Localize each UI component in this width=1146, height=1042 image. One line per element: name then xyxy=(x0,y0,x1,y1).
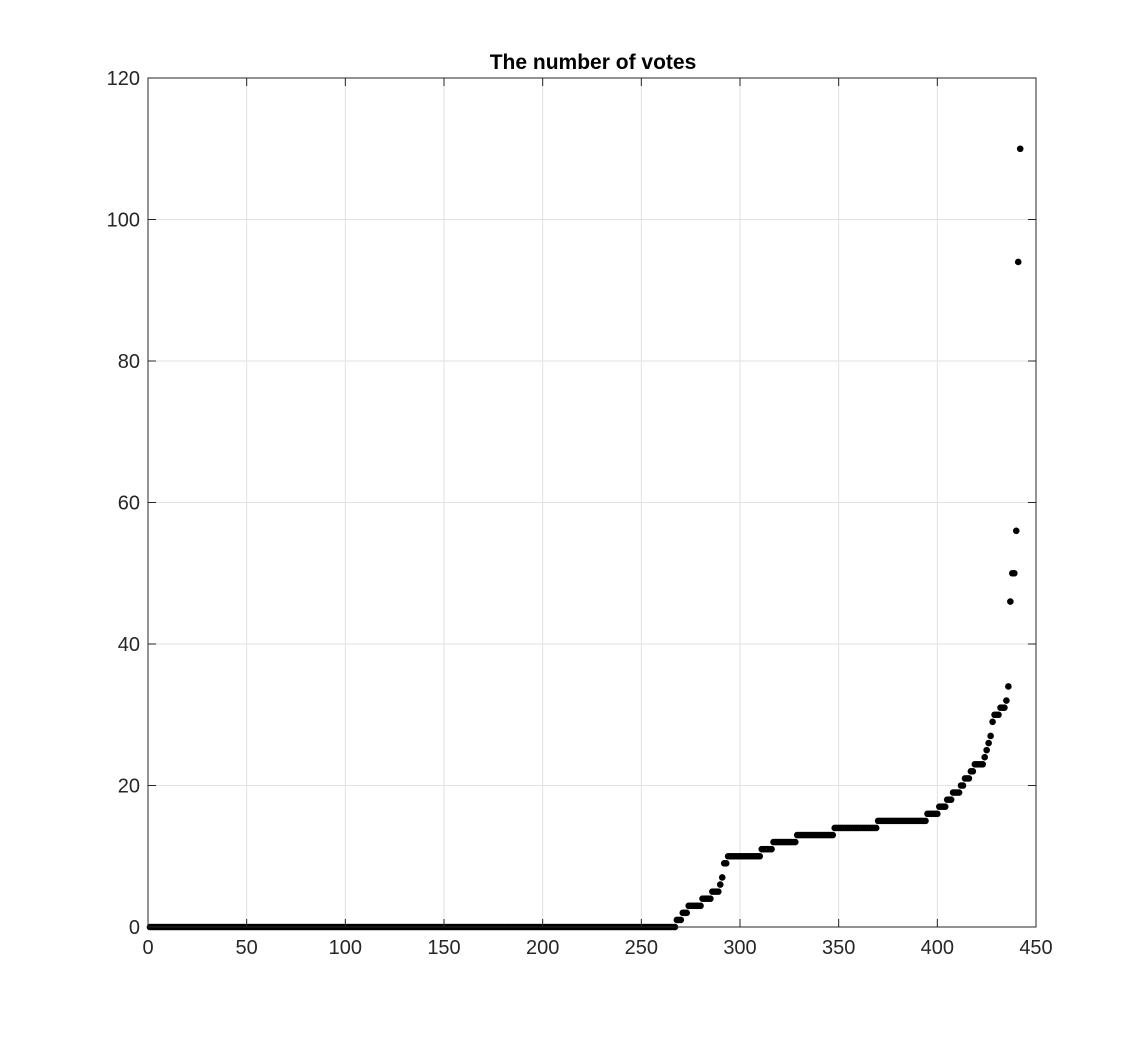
data-point xyxy=(707,895,714,902)
tick-labels: 0 50 100 150 200 250 300 350 400 450 0 20 40 60 80 100 1… xyxy=(107,68,1053,959)
x-tick-label: 0 xyxy=(142,937,153,959)
y-tick-label: 80 xyxy=(118,351,140,373)
chart-title: The number of votes xyxy=(490,51,697,74)
y-tick-label: 20 xyxy=(118,776,140,798)
data-point xyxy=(955,789,963,796)
data-point xyxy=(934,810,941,818)
data-point xyxy=(716,881,724,888)
x-tick-label: 250 xyxy=(625,937,658,959)
x-tick-label: 150 xyxy=(427,937,460,959)
data-point xyxy=(1014,258,1022,266)
x-tick-label: 450 xyxy=(1019,937,1052,959)
x-tick-label: 50 xyxy=(236,937,258,959)
data-point xyxy=(987,732,994,740)
data-point xyxy=(947,796,955,803)
data-point xyxy=(981,753,988,761)
y-tick-label: 40 xyxy=(118,634,140,656)
y-tick-label: 0 xyxy=(129,917,140,939)
data-point xyxy=(718,874,726,881)
data-point xyxy=(756,852,764,860)
data-point xyxy=(941,803,949,811)
data-point xyxy=(1005,683,1012,690)
y-tick-label: 60 xyxy=(118,493,140,515)
x-tick-label: 350 xyxy=(822,937,855,959)
data-point xyxy=(872,824,880,832)
data-point xyxy=(714,888,722,895)
data-point xyxy=(989,718,996,726)
y-tick-label: 120 xyxy=(107,68,140,90)
data-point xyxy=(722,860,730,867)
data-point xyxy=(985,739,992,747)
data-point xyxy=(768,845,775,853)
data-point xyxy=(829,831,837,839)
data-point xyxy=(683,909,691,917)
data-point xyxy=(965,775,973,782)
data-point xyxy=(983,746,990,754)
x-tick-label: 300 xyxy=(723,937,756,959)
data-point xyxy=(959,782,967,789)
data-point xyxy=(791,838,799,846)
data-point xyxy=(1001,704,1008,711)
x-tick-label: 400 xyxy=(921,937,954,959)
data-point xyxy=(1016,145,1024,153)
grid-lines xyxy=(148,78,1036,927)
data-point xyxy=(969,768,977,775)
data-point xyxy=(1010,569,1018,577)
data-point xyxy=(677,916,685,924)
y-tick-label: 100 xyxy=(107,210,140,232)
data-point xyxy=(1012,527,1020,535)
data-point xyxy=(922,817,929,825)
data-point xyxy=(1003,697,1010,704)
data-point xyxy=(979,760,987,768)
x-tick-label: 100 xyxy=(329,937,362,959)
data-point xyxy=(1007,598,1014,605)
data-point xyxy=(995,711,1002,719)
axes xyxy=(147,77,1037,928)
x-tick-label: 200 xyxy=(526,937,559,959)
data-point xyxy=(697,902,704,910)
